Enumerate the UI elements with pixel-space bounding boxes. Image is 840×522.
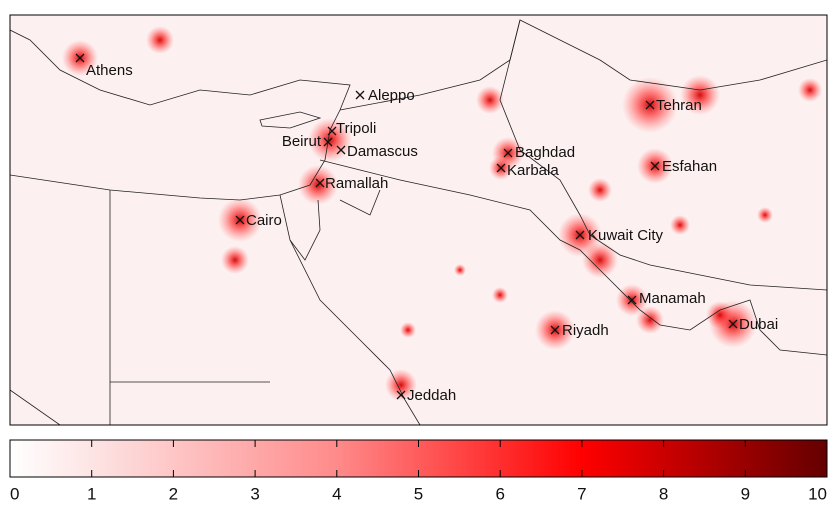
city-label: Karbala (507, 162, 559, 179)
colorbar-tick-label: 2 (169, 484, 178, 503)
city-label: Ramallah (325, 175, 388, 192)
hotspot (636, 306, 664, 334)
city-marker (75, 53, 85, 63)
city-label: Riyadh (562, 322, 609, 339)
city-label: Aleppo (368, 87, 415, 104)
hotspot (476, 86, 504, 114)
city-label: Tripoli (336, 120, 376, 137)
borders (10, 19, 827, 425)
city-label: Dubai (739, 316, 778, 333)
city-label: Baghdad (515, 144, 575, 161)
hotspot (385, 369, 417, 401)
city-marker (396, 390, 406, 400)
city-marker (327, 126, 337, 136)
colorbar-tick-label: 9 (741, 484, 750, 503)
city-label: Kuwait City (588, 227, 664, 244)
hotspot (680, 75, 720, 115)
city-label: Esfahan (662, 158, 717, 175)
hotspot (588, 178, 612, 202)
hotspot (492, 287, 508, 303)
colorbar-tick-label: 8 (659, 484, 668, 503)
colorbar-tick-label: 0 (10, 484, 19, 503)
city-marker (315, 178, 325, 188)
hotspot (706, 301, 734, 329)
city-label: Manamah (639, 290, 706, 307)
city-marker (650, 161, 660, 171)
hotspot (582, 242, 618, 278)
city-label: Tehran (656, 97, 702, 114)
city-marker (645, 100, 655, 110)
colorbar-tick-label: 10 (808, 484, 827, 503)
colorbar-tick-label: 5 (414, 484, 423, 503)
hotspots (62, 26, 822, 401)
hotspot (454, 264, 466, 276)
city-marker (550, 325, 560, 335)
city-marker (336, 145, 346, 155)
hotspot (400, 322, 416, 338)
hotspot (146, 26, 174, 54)
city-marker (728, 319, 738, 329)
colorbar-tick-label: 6 (495, 484, 504, 503)
hotspot (798, 78, 822, 102)
city-marker (575, 230, 585, 240)
city-label: Cairo (246, 212, 282, 229)
colorbar-tick-label: 3 (250, 484, 259, 503)
city-label: Jeddah (407, 387, 456, 404)
city-marker (323, 137, 333, 147)
city-marker (503, 148, 513, 158)
colorbar-tick-label: 1 (87, 484, 96, 503)
city-marker (496, 163, 506, 173)
hotspot (221, 246, 249, 274)
colorbar-ticks: 0 1 2 3 4 5 6 7 8 9 10 (9, 440, 828, 503)
cities: Athens Aleppo Tripoli Beirut Damascus Ramalla… (75, 53, 778, 404)
city-marker (627, 295, 637, 305)
map-frame (9, 14, 828, 426)
city-marker (355, 90, 365, 100)
city-marker (235, 215, 245, 225)
hotspot (757, 207, 773, 223)
hotspot (670, 215, 690, 235)
colorbar-tick-label: 4 (332, 484, 341, 503)
map-area (10, 15, 827, 425)
city-label: Damascus (347, 143, 418, 160)
city-label: Athens (86, 62, 133, 79)
colorbar-tick-label: 7 (577, 484, 586, 503)
city-label: Beirut (282, 133, 322, 150)
